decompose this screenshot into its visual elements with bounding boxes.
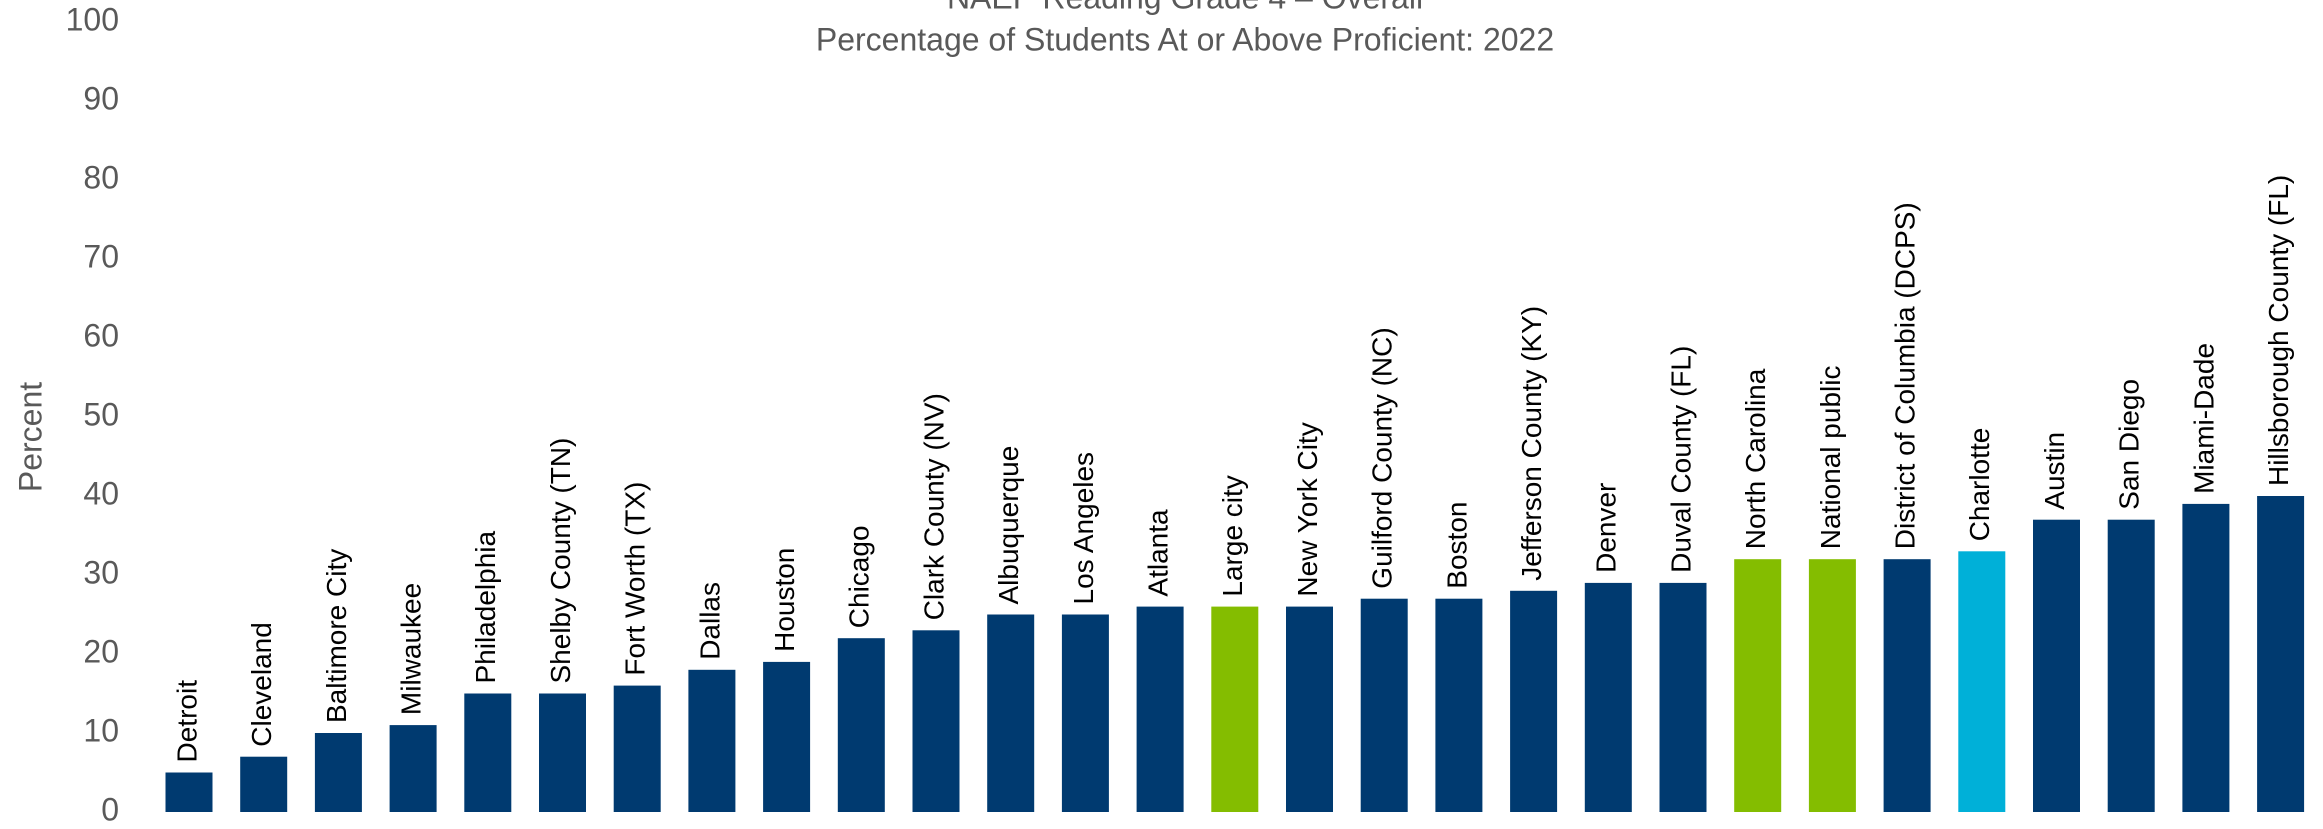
bar — [1360, 598, 1408, 812]
y-tick-label: 50 — [83, 396, 119, 432]
chart-title: NAEP Reading Grade 4 – Overall — [947, 0, 1423, 15]
bar — [987, 614, 1035, 812]
y-tick-label: 70 — [83, 238, 119, 274]
bar — [1734, 559, 1782, 812]
y-tick-label: 90 — [83, 80, 119, 116]
bar — [464, 693, 512, 812]
bar — [613, 685, 661, 812]
category-label: Shelby County (TN) — [545, 438, 576, 684]
y-tick-label: 10 — [83, 712, 119, 748]
category-label: Cleveland — [246, 622, 277, 747]
category-label: Charlotte — [1964, 428, 1995, 542]
category-label: Houston — [769, 548, 800, 652]
category-label: District of Columbia (DCPS) — [1889, 202, 1920, 549]
category-label: Guilford County (NC) — [1367, 327, 1398, 588]
bar — [1958, 551, 2006, 812]
category-label: Albuquerque — [993, 446, 1024, 605]
chart-subtitle: Percentage of Students At or Above Profi… — [816, 21, 1554, 57]
bar — [2257, 496, 2305, 812]
y-tick-label: 40 — [83, 475, 119, 511]
y-tick-label: 0 — [101, 791, 119, 827]
bar — [1510, 590, 1558, 812]
category-label: Fort Worth (TX) — [620, 482, 651, 676]
y-tick-label: 20 — [83, 633, 119, 669]
category-label: National public — [1815, 366, 1846, 550]
category-label: Austin — [2039, 432, 2070, 510]
y-tick-label: 30 — [83, 554, 119, 590]
category-label: Hillsborough County (FL) — [2263, 175, 2294, 486]
bar — [240, 756, 288, 812]
y-axis-label: Percent — [12, 382, 48, 492]
category-label: Duval County (FL) — [1665, 346, 1696, 573]
category-label: San Diego — [2114, 379, 2145, 510]
bar — [763, 661, 811, 812]
bar — [389, 725, 437, 812]
category-label: Baltimore City — [321, 549, 352, 723]
bar — [314, 733, 362, 812]
bar — [1061, 614, 1109, 812]
bar — [1286, 606, 1333, 812]
bar — [2107, 519, 2155, 812]
category-label: Los Angeles — [1068, 452, 1099, 605]
bar — [165, 772, 213, 812]
category-label: Large city — [1217, 475, 1248, 596]
y-tick-label: 60 — [83, 317, 119, 353]
category-label: Dallas — [694, 582, 725, 660]
category-label: Denver — [1591, 483, 1622, 573]
bar — [1211, 606, 1259, 812]
bar — [539, 693, 586, 812]
category-label: Detroit — [171, 680, 202, 763]
bar — [1435, 598, 1483, 812]
bar — [688, 669, 736, 812]
bar — [837, 638, 885, 812]
category-label: Jefferson County (KY) — [1516, 306, 1547, 581]
bar — [2182, 503, 2230, 812]
category-label: North Carolina — [1740, 368, 1771, 549]
bar — [1136, 606, 1184, 812]
category-label: Atlanta — [1142, 509, 1173, 597]
category-label: Chicago — [844, 525, 875, 628]
bar — [2033, 519, 2080, 812]
category-label: New York City — [1292, 422, 1323, 596]
category-label: Clark County (NV) — [918, 393, 949, 620]
y-tick-label: 80 — [83, 159, 119, 195]
bar — [912, 630, 960, 812]
category-label: Milwaukee — [395, 583, 426, 715]
category-label: Philadelphia — [470, 531, 501, 684]
bar — [1659, 582, 1707, 812]
category-label: Boston — [1441, 502, 1472, 589]
bar — [1584, 582, 1632, 812]
bar — [1883, 559, 1931, 812]
bar — [1808, 559, 1856, 812]
y-tick-label: 100 — [66, 1, 119, 37]
category-label: Miami-Dade — [2188, 343, 2219, 494]
